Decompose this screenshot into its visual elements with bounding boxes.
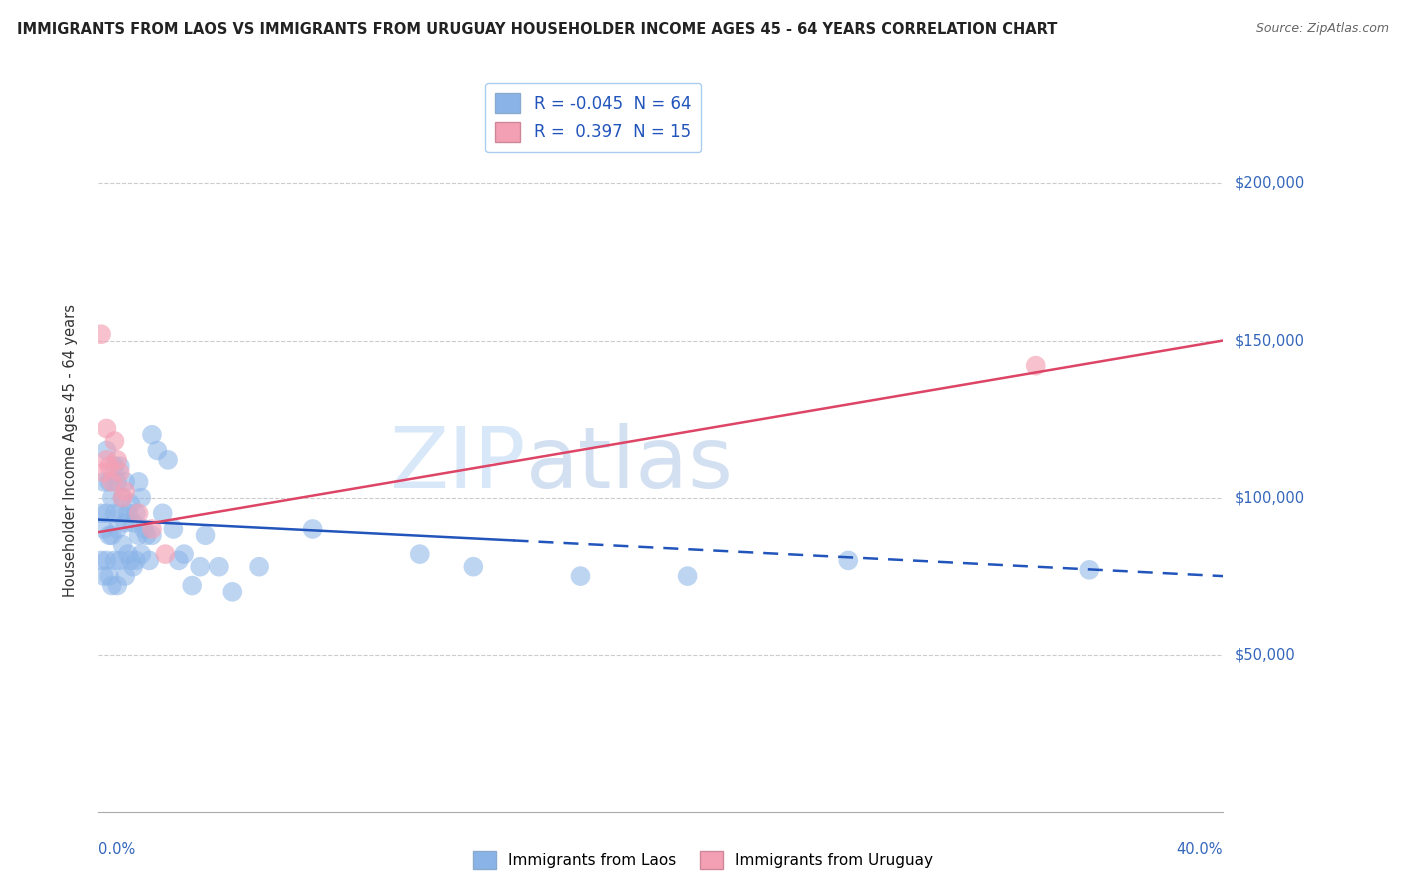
Point [108,506,131,520]
Point [93,466,115,480]
Point [93,475,115,489]
Point [120,497,142,511]
Text: $150,000: $150,000 [1234,333,1305,348]
Point [114,484,136,499]
Text: Source: ZipAtlas.com: Source: ZipAtlas.com [1256,22,1389,36]
Point [141,427,163,442]
Point [301,522,323,536]
Point [569,569,592,583]
Point [114,516,136,530]
Point [167,553,190,567]
Point [96,506,118,520]
Point [155,547,177,561]
Point [247,559,270,574]
Point [194,528,217,542]
Point [463,559,485,574]
Point [103,553,125,567]
Point [90,506,112,520]
Point [409,547,432,561]
Point [141,522,163,536]
Point [101,578,124,592]
Point [105,522,128,536]
Point [103,459,125,474]
Legend: R = -0.045  N = 64, R =  0.397  N = 15: R = -0.045 N = 64, R = 0.397 N = 15 [485,83,702,152]
Point [117,547,139,561]
Point [105,578,128,592]
Point [128,528,150,542]
Text: 40.0%: 40.0% [1177,842,1223,857]
Point [108,466,131,480]
Point [101,491,124,505]
Point [141,528,163,542]
Point [93,569,115,583]
Point [90,327,112,342]
Point [108,553,131,567]
Legend: Immigrants from Laos, Immigrants from Uruguay: Immigrants from Laos, Immigrants from Ur… [467,845,939,875]
Point [138,553,160,567]
Point [101,475,124,489]
Point [111,538,134,552]
Point [181,578,204,592]
Point [114,569,136,583]
Point [98,569,121,583]
Point [146,443,169,458]
Point [188,559,211,574]
Point [132,522,155,536]
Y-axis label: Householder Income Ages 45 - 64 years: Householder Income Ages 45 - 64 years [63,304,77,597]
Point [1078,563,1101,577]
Point [837,553,859,567]
Point [128,506,150,520]
Point [105,453,128,467]
Point [135,528,157,542]
Point [125,506,148,520]
Point [98,528,121,542]
Point [96,443,118,458]
Text: ZIP: ZIP [389,424,526,507]
Point [93,522,115,536]
Point [96,553,118,567]
Point [676,569,699,583]
Point [221,584,243,599]
Point [105,475,128,489]
Point [108,459,131,474]
Point [96,453,118,467]
Point [173,547,195,561]
Point [111,491,134,505]
Point [208,559,231,574]
Point [120,553,142,567]
Point [125,553,148,567]
Point [98,475,121,489]
Point [111,491,134,505]
Text: $100,000: $100,000 [1234,490,1305,505]
Text: $50,000: $50,000 [1234,648,1295,662]
Point [157,453,180,467]
Point [117,506,139,520]
Point [152,506,174,520]
Point [103,434,125,448]
Point [122,516,145,530]
Point [103,506,125,520]
Point [90,553,112,567]
Text: 0.0%: 0.0% [98,842,135,857]
Text: IMMIGRANTS FROM LAOS VS IMMIGRANTS FROM URUGUAY HOUSEHOLDER INCOME AGES 45 - 64 : IMMIGRANTS FROM LAOS VS IMMIGRANTS FROM … [17,22,1057,37]
Point [122,559,145,574]
Point [98,459,121,474]
Point [96,421,118,435]
Point [162,522,184,536]
Point [129,491,152,505]
Point [101,528,124,542]
Text: $200,000: $200,000 [1234,176,1305,191]
Point [1025,359,1047,373]
Point [114,475,136,489]
Point [128,475,150,489]
Point [129,547,152,561]
Text: atlas: atlas [526,424,734,507]
